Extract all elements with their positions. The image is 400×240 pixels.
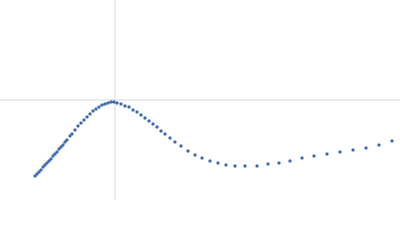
page: {"chart_data": {"type": "scatter", "x": … (0, 0, 400, 200)
data-point (300, 156, 304, 160)
data-point (47, 159, 51, 163)
data-point (43, 163, 47, 167)
data-point (115, 101, 119, 105)
data-point (73, 128, 77, 132)
data-point (390, 139, 394, 143)
data-point (325, 152, 329, 156)
data-point (147, 119, 151, 123)
data-point (338, 150, 342, 154)
data-point (41, 165, 45, 169)
data-point (103, 102, 107, 106)
data-point (88, 112, 92, 116)
data-point (168, 136, 172, 140)
data-point (39, 168, 43, 172)
data-point (49, 157, 53, 161)
data-point (173, 140, 177, 144)
data-point (119, 102, 123, 106)
data-point (106, 101, 110, 105)
data-point (127, 105, 131, 109)
data-point (33, 174, 37, 178)
data-point (377, 143, 381, 147)
data-point (37, 170, 41, 174)
data-point (82, 118, 86, 122)
data-point (155, 125, 159, 129)
data-point (57, 147, 61, 151)
data-point (112, 100, 116, 104)
data-point (233, 164, 237, 168)
data-point (255, 164, 259, 168)
data-point (288, 159, 292, 163)
data-point (163, 132, 167, 136)
data-point (55, 150, 59, 154)
data-point (61, 143, 65, 147)
data-point (200, 156, 204, 160)
data-point (76, 124, 80, 128)
data-point (151, 122, 155, 126)
data-point (59, 145, 63, 149)
data-point (208, 159, 212, 163)
data-point (35, 172, 39, 176)
data-point (85, 115, 89, 119)
data-point (277, 161, 281, 165)
data-point (351, 148, 355, 152)
data-point (179, 144, 183, 148)
data-point (109, 100, 113, 104)
data-point (139, 113, 143, 117)
data-point (70, 132, 74, 136)
data-point (186, 149, 190, 153)
data-point (91, 109, 95, 113)
data-point (65, 138, 69, 142)
data-point (131, 108, 135, 112)
data-point (94, 107, 98, 111)
chart (0, 0, 400, 200)
data-point (97, 105, 101, 109)
data-point (224, 163, 228, 167)
data-point (266, 162, 270, 166)
data-point (45, 161, 49, 165)
data-point (159, 129, 163, 133)
data-point (216, 161, 220, 165)
data-point (312, 154, 316, 158)
data-point (51, 154, 55, 158)
data-point (364, 146, 368, 150)
data-point (193, 153, 197, 157)
data-point (100, 103, 104, 107)
data-point (135, 110, 139, 114)
data-point (243, 164, 247, 168)
data-point (143, 116, 147, 120)
data-point (123, 104, 127, 108)
data-point (79, 121, 83, 125)
data-point (53, 152, 57, 156)
data-point (68, 134, 72, 138)
data-point (63, 140, 67, 144)
